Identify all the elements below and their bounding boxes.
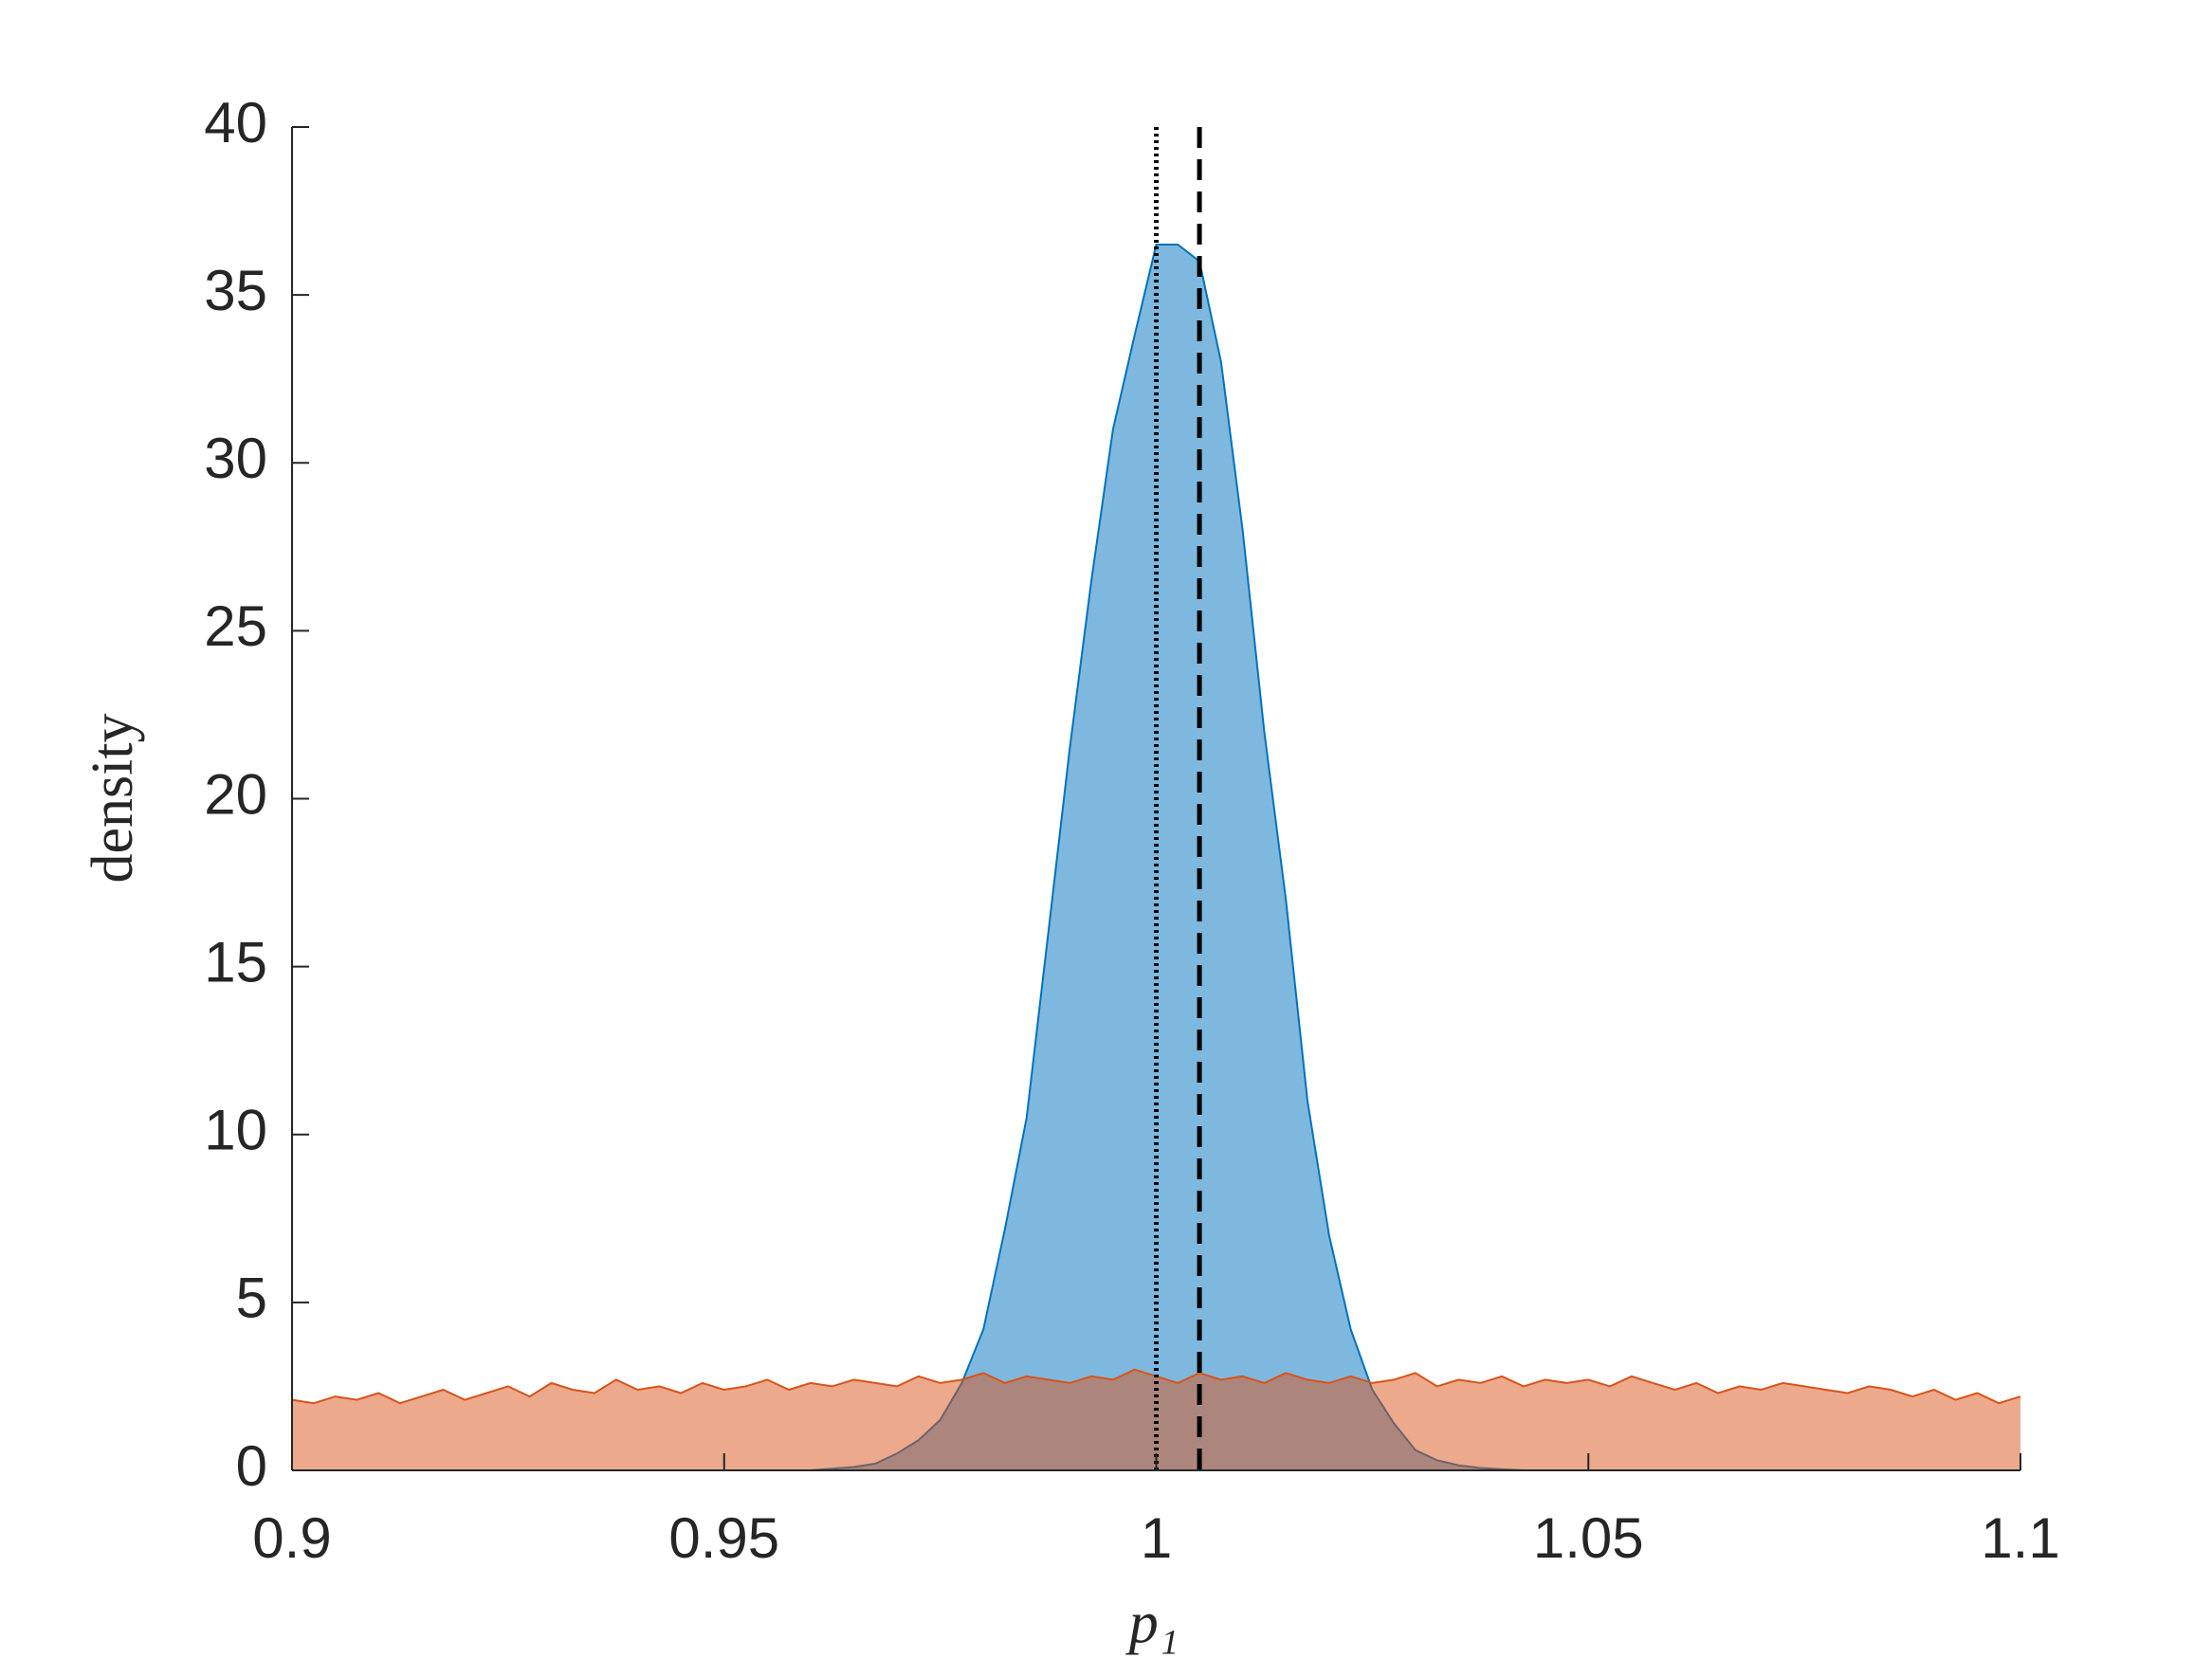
y-tick-label: 15 bbox=[204, 930, 267, 994]
x-tick-label: 1.1 bbox=[1981, 1506, 2059, 1570]
y-tick-label: 30 bbox=[204, 427, 267, 490]
x-tick-label: 1.05 bbox=[1533, 1506, 1644, 1570]
y-tick-label: 40 bbox=[204, 91, 267, 155]
y-tick-label: 20 bbox=[204, 762, 267, 826]
y-axis-label: density bbox=[81, 713, 145, 883]
x-tick-label: 1 bbox=[1141, 1506, 1172, 1570]
y-tick-label: 25 bbox=[204, 594, 267, 658]
y-tick-label: 35 bbox=[204, 259, 267, 322]
y-tick-label: 0 bbox=[236, 1434, 267, 1498]
x-tick-label: 0.9 bbox=[252, 1506, 331, 1570]
x-axis-label: p₁ bbox=[1125, 1591, 1179, 1655]
x-tick-label: 0.95 bbox=[668, 1506, 779, 1570]
y-tick-label: 10 bbox=[204, 1099, 267, 1162]
y-tick-label: 5 bbox=[236, 1267, 267, 1330]
area-fill bbox=[292, 1369, 2020, 1470]
